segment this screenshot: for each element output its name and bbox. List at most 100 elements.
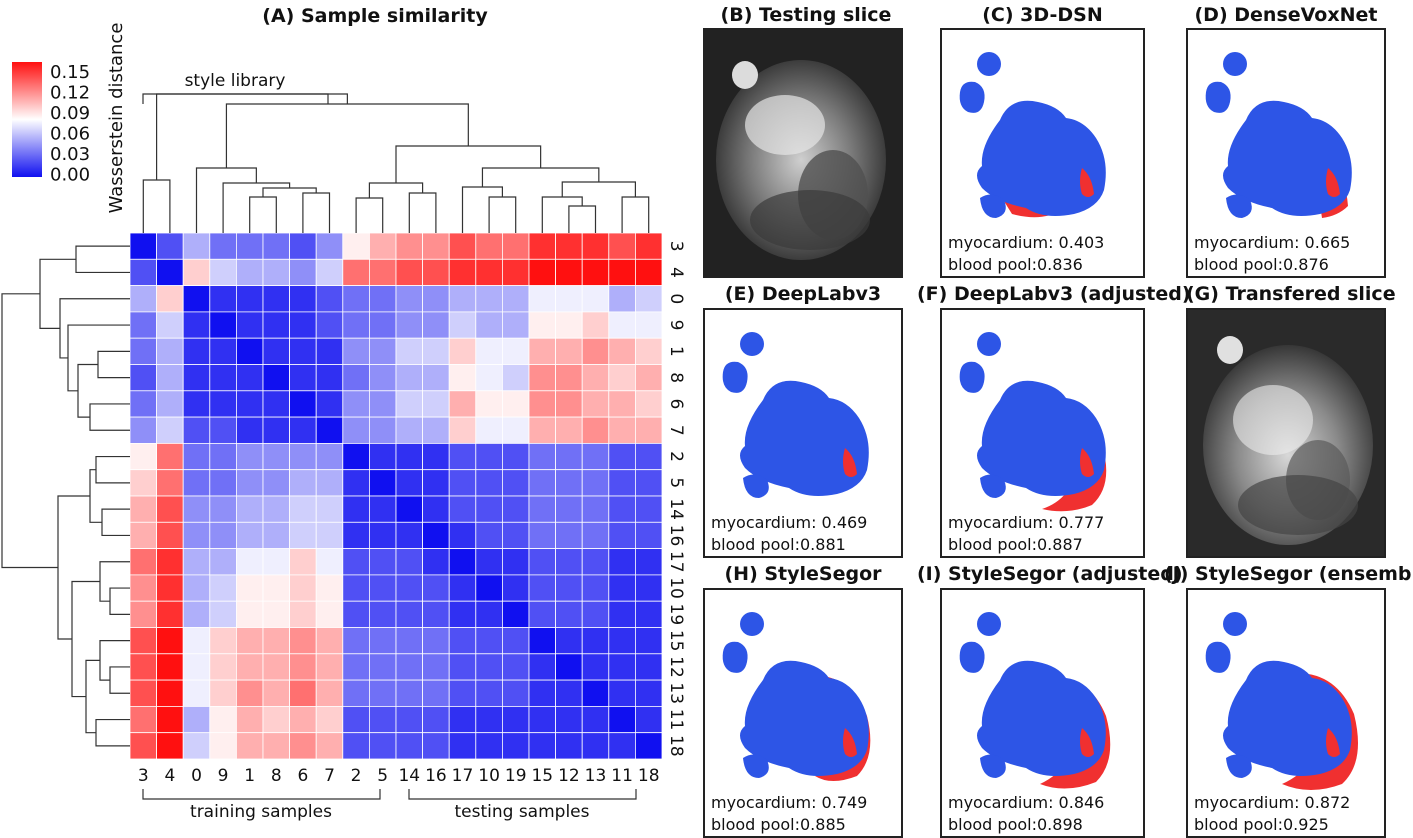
dendrogram-link <box>95 455 130 484</box>
heatmap-cell <box>315 364 344 392</box>
heatmap-cell <box>528 627 557 655</box>
heatmap-cell <box>448 469 477 497</box>
heatmap-cell <box>262 337 291 365</box>
row-label: 3 <box>666 241 686 252</box>
blood-pool-region <box>1226 194 1252 218</box>
panel-title-j: (J) StyleSegor (ensemble) <box>1164 563 1413 585</box>
heatmap-cell <box>448 311 477 339</box>
dendrogram-link <box>222 182 291 233</box>
heatmap-cell <box>475 337 503 365</box>
row-label: 7 <box>666 425 686 436</box>
heatmap-cell <box>501 600 530 628</box>
heatmap-cell <box>635 574 663 602</box>
heatmap-cell <box>395 364 424 392</box>
myocardium-score: myocardium: 0.777 <box>948 513 1105 532</box>
heatmap-cell <box>289 521 317 549</box>
blood-pool-score: blood pool:0.898 <box>948 815 1083 834</box>
heatmap-cell <box>528 495 557 523</box>
heatmap-cell <box>289 574 317 602</box>
heatmap-cell <box>501 337 530 365</box>
heatmap-cell <box>235 364 264 392</box>
heatmap-cell <box>182 285 211 313</box>
dendrogram-link <box>109 666 130 694</box>
heatmap-cell <box>182 653 211 681</box>
dendrogram-link <box>75 245 130 274</box>
heatmap-cell <box>368 285 397 313</box>
myocardium-score: myocardium: 0.749 <box>711 793 868 812</box>
segmentation-stylesegor-adjusted <box>959 612 1111 789</box>
heatmap-cell <box>581 706 610 734</box>
heatmap-cell <box>262 495 291 523</box>
myocardium-score: myocardium: 0.665 <box>1194 233 1351 252</box>
heatmap-cell <box>368 495 397 523</box>
heatmap-cell <box>289 600 317 628</box>
heatmap-cell <box>262 416 291 444</box>
row-label: 15 <box>666 630 686 652</box>
heatmap-cell <box>448 627 477 655</box>
heatmap-cell <box>156 364 184 392</box>
heatmap-cell <box>422 495 450 523</box>
heatmap-cell <box>235 521 264 549</box>
heatmap-cell <box>129 232 158 260</box>
heatmap-cell <box>235 469 264 497</box>
heatmap-cell <box>448 364 477 392</box>
heatmap-cell <box>262 469 291 497</box>
heatmap-cell <box>422 679 450 707</box>
heatmap-cell <box>315 390 344 418</box>
heatmap-cell <box>342 521 370 549</box>
heatmap-cell <box>581 232 610 260</box>
blood-pool-region <box>1226 754 1252 778</box>
col-label: 15 <box>531 766 553 786</box>
blood-pool-region <box>722 361 748 393</box>
heatmap-cell <box>156 390 184 418</box>
myocardium-region <box>1326 728 1340 757</box>
panel-testing-slice <box>703 28 903 278</box>
heatmap-cell <box>368 469 397 497</box>
heatmap-cell <box>475 311 503 339</box>
heatmap-cell <box>635 679 663 707</box>
panel-a-title: (A) Sample similarity <box>262 5 488 27</box>
heatmap-cell <box>501 653 530 681</box>
heatmap-cell <box>528 469 557 497</box>
heatmap-cell <box>448 416 477 444</box>
heatmap-cell <box>608 469 636 497</box>
heatmap-cell <box>448 548 477 576</box>
panel-densevoxnet: myocardium: 0.665 blood pool:0.876 <box>1186 28 1386 278</box>
heatmap-cell <box>156 732 184 760</box>
heatmap-cell <box>422 521 450 549</box>
heatmap-cell <box>209 600 237 628</box>
heatmap-cell <box>156 285 184 313</box>
heatmap-cell <box>342 627 370 655</box>
heatmap-cell <box>635 258 663 286</box>
dendrogram-link <box>195 167 257 233</box>
heatmap-cell <box>368 258 397 286</box>
col-label: 11 <box>611 766 633 786</box>
heatmap-cell <box>395 548 424 576</box>
heatmap-cell <box>501 679 530 707</box>
heatmap-cell <box>395 337 424 365</box>
heatmap-cell <box>156 706 184 734</box>
row-label: 8 <box>666 372 686 383</box>
heatmap-cell <box>581 337 610 365</box>
panel-stylesegor: myocardium: 0.749 blood pool:0.885 <box>703 588 903 838</box>
heatmap-cell <box>608 627 636 655</box>
heatmap-cell <box>635 442 663 471</box>
row-label: 14 <box>666 498 686 520</box>
panel-3d-dsn: myocardium: 0.403 blood pool:0.836 <box>940 28 1145 278</box>
heatmap-cell <box>235 574 264 602</box>
heatmap-cell <box>581 311 610 339</box>
dendrogram-link <box>67 324 130 392</box>
heatmap-cell <box>581 495 610 523</box>
heatmap-cell <box>315 442 344 471</box>
dendrogram-link <box>57 495 90 640</box>
heatmap-cell <box>129 627 158 655</box>
heatmap-cell <box>182 311 211 339</box>
dendrogram-link <box>142 93 329 104</box>
heatmap-cell <box>555 521 583 549</box>
col-label: 17 <box>452 766 474 786</box>
colorbar-tick-label: 0.00 <box>50 165 90 186</box>
heatmap-cell <box>129 311 158 339</box>
dendrogram-link <box>481 167 600 187</box>
dendrogram-link <box>101 508 130 537</box>
heatmap-cell <box>235 495 264 523</box>
